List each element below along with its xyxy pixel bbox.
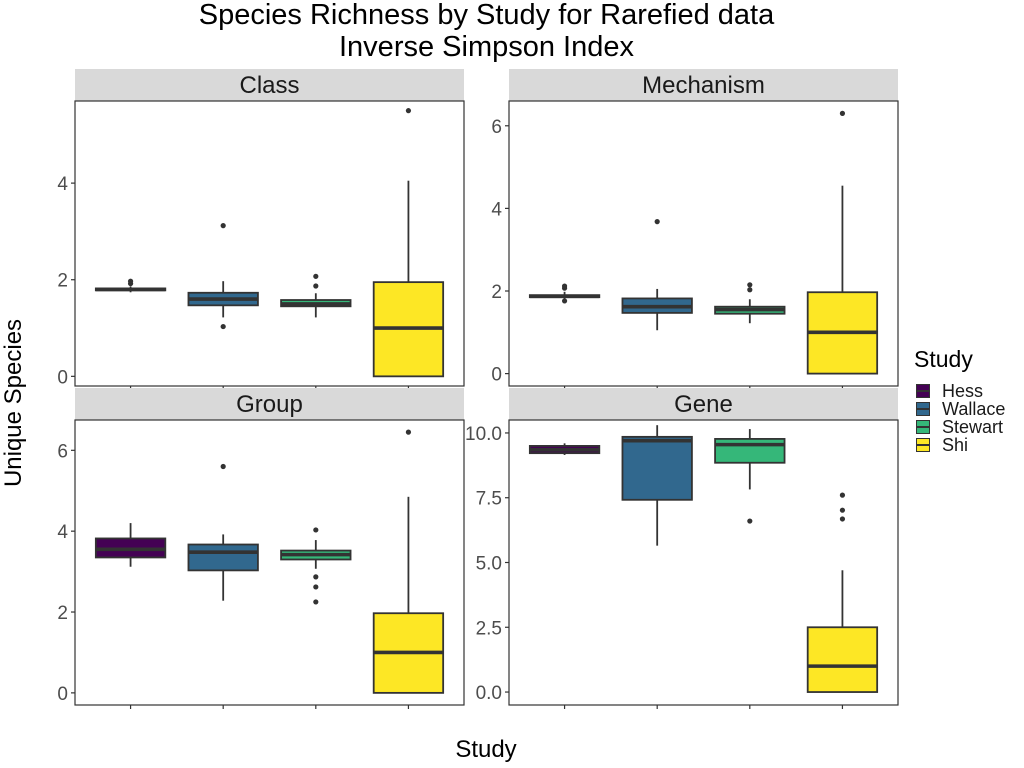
outlier-class-wallace-0 (220, 323, 226, 330)
legend-label-hess: Hess (942, 381, 984, 401)
outlier-group-stewart-2 (313, 584, 319, 590)
outlier-mechanism-hess-0 (561, 298, 568, 304)
outlier-gene-shi-2 (839, 492, 846, 498)
y-tick-label-gene-1: 2.5 (476, 618, 502, 639)
outlier-gene-shi-0 (839, 516, 846, 522)
y-tick-label-class-2: 4 (57, 174, 68, 195)
y-axis-label: Unique Species (0, 318, 27, 488)
y-tick-label-class-1: 2 (57, 271, 68, 292)
y-tick-label-group-1: 2 (57, 603, 68, 624)
outlier-gene-stewart-0 (747, 518, 753, 524)
legend-item-hess: Hess (914, 382, 1022, 400)
outlier-class-wallace-1 (220, 223, 226, 229)
y-tick-label-mechanism-1: 2 (491, 282, 502, 303)
panel-border-mechanism (508, 100, 899, 387)
box-gene-wallace (621, 435, 693, 501)
y-tick-label-group-3: 6 (57, 441, 68, 462)
facet-title-gene: Gene (674, 391, 733, 418)
y-tick-label-mechanism-2: 4 (491, 199, 502, 220)
panel-border-gene (508, 419, 899, 706)
outlier-class-shi-0 (405, 108, 412, 114)
y-tick-label-group-2: 4 (57, 522, 68, 543)
box-group-wallace (187, 543, 259, 572)
outlier-group-stewart-3 (313, 599, 319, 605)
outlier-mechanism-shi-0 (839, 110, 846, 116)
facet-title-group: Group (236, 391, 303, 418)
outlier-class-hess-1 (127, 278, 134, 284)
facet-strip-gene (509, 388, 898, 420)
facet-strip-mechanism (509, 69, 898, 101)
legend-item-shi: Shi (914, 436, 1022, 454)
x-axis-label: Study (455, 736, 517, 763)
chart-title: Species Richness by Study for Rarefied d… (198, 0, 775, 31)
outlier-class-stewart-0 (313, 283, 319, 289)
outlier-class-stewart-1 (313, 273, 319, 279)
outlier-group-stewart-0 (313, 527, 319, 533)
facet-strip-group (75, 388, 464, 420)
y-tick-label-mechanism-0: 0 (491, 365, 502, 386)
outlier-group-stewart-1 (313, 574, 319, 580)
legend-label-stewart: Stewart (942, 417, 1004, 437)
legend-key-shi (916, 438, 930, 452)
legend-item-stewart: Stewart (914, 418, 1022, 436)
outlier-group-shi-0 (405, 429, 412, 435)
outlier-mechanism-wallace-0 (654, 219, 660, 225)
box-gene-stewart (714, 438, 786, 464)
outlier-mechanism-stewart-1 (747, 282, 753, 288)
y-tick-label-gene-0: 0.0 (476, 683, 502, 704)
y-tick-label-gene-2: 5.0 (476, 554, 502, 575)
outlier-group-wallace-0 (220, 463, 226, 470)
facet-title-class: Class (239, 72, 299, 99)
legend-key-wallace (916, 402, 930, 416)
chart-subtitle: Inverse Simpson Index (339, 31, 634, 63)
y-tick-label-gene-3: 7.5 (476, 489, 502, 510)
legend-label-shi: Shi (942, 435, 969, 455)
legend-title: Study (914, 346, 973, 372)
y-tick-label-class-0: 0 (57, 367, 68, 388)
outlier-mechanism-stewart-0 (747, 287, 753, 293)
legend-key-stewart (916, 420, 930, 434)
legend: Study Hess Wallace Stewart Shi (914, 346, 1022, 454)
legend-key-hess (916, 384, 930, 398)
outlier-mechanism-hess-2 (561, 283, 568, 289)
panel-border-class (74, 100, 465, 387)
legend-label-wallace: Wallace (942, 399, 1006, 419)
legend-item-wallace: Wallace (914, 400, 1022, 418)
y-tick-label-mechanism-3: 6 (491, 117, 502, 138)
y-tick-label-group-0: 0 (57, 684, 68, 705)
y-tick-label-gene-4: 10.0 (465, 424, 502, 445)
outlier-gene-shi-1 (839, 507, 846, 513)
panel-border-group (74, 419, 465, 706)
box-gene-shi (806, 626, 879, 693)
facet-strip-class (75, 69, 464, 101)
facet-title-mechanism: Mechanism (642, 72, 765, 99)
